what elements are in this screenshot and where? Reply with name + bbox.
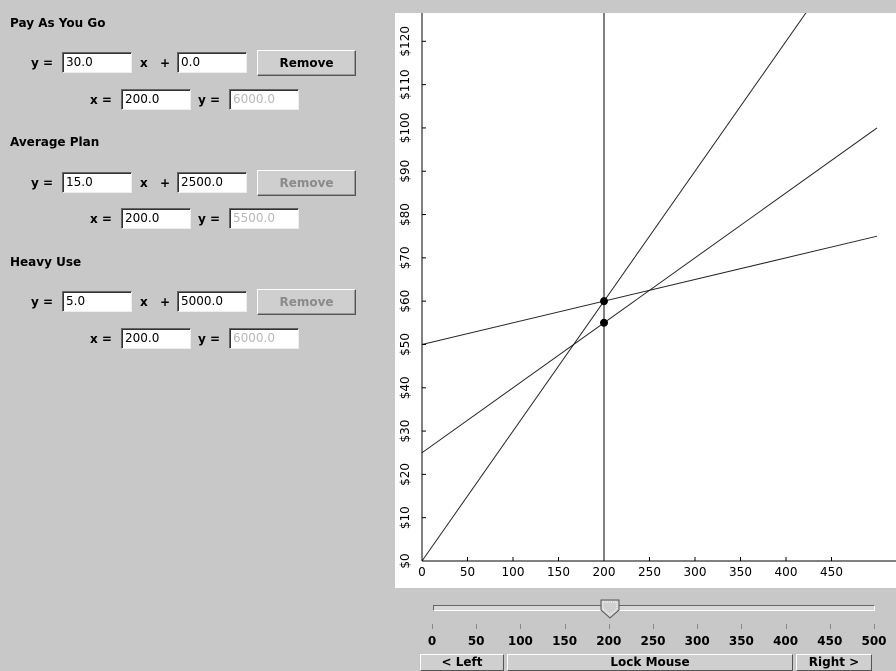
- y-tick-label: $70: [398, 246, 412, 269]
- intercept-input[interactable]: 0.0: [177, 52, 247, 73]
- x-tick-label: 350: [729, 565, 752, 579]
- intercept-input[interactable]: 5000.0: [177, 291, 247, 312]
- x-tick-label: 250: [638, 565, 661, 579]
- x-tick-label: 400: [775, 565, 798, 579]
- plus-label: +: [160, 56, 171, 70]
- y-tick-label: $30: [398, 420, 412, 443]
- slider-tick: [874, 624, 875, 629]
- plan-line: [421, 235, 878, 345]
- x-label: x: [140, 176, 148, 190]
- slider-tick-label: 200: [596, 634, 622, 648]
- slider-tick: [608, 624, 610, 629]
- x-value-input[interactable]: 200.0: [121, 328, 191, 349]
- x-tick-label: 300: [684, 565, 707, 579]
- right-button[interactable]: Right >: [796, 654, 872, 671]
- x-tick-label: 0: [418, 565, 426, 579]
- slope-input[interactable]: 15.0: [62, 172, 132, 193]
- plus-label: +: [160, 176, 171, 190]
- y-tick-label: $120: [398, 26, 412, 57]
- slider-tick-label: 350: [728, 634, 754, 648]
- slider-tick-label: 250: [640, 634, 666, 648]
- x-label: x: [140, 295, 148, 309]
- x-tick-label: 50: [460, 565, 475, 579]
- slider-tick-label: 500: [861, 634, 887, 648]
- x-equals-label: x =: [90, 332, 112, 346]
- slider-tick-label: 400: [773, 634, 799, 648]
- remove-button[interactable]: Remove: [257, 170, 356, 196]
- y-tick-label: $110: [398, 69, 412, 100]
- slider-tick: [741, 624, 743, 629]
- intercept-input[interactable]: 2500.0: [177, 172, 247, 193]
- y-equals-label: y =: [198, 212, 221, 226]
- slider-tick-label: 50: [467, 634, 485, 648]
- x-slider-thumb[interactable]: [600, 599, 620, 619]
- x-slider-track[interactable]: [433, 605, 875, 611]
- x-tick-label: 450: [820, 565, 843, 579]
- lock-mouse-button[interactable]: Lock Mouse: [507, 654, 793, 671]
- slider-tick-label: 450: [817, 634, 843, 648]
- x-tick-label: 150: [547, 565, 570, 579]
- slider-tick-label: 150: [552, 634, 578, 648]
- slider-tick: [520, 624, 522, 629]
- slider-tick: [785, 624, 787, 629]
- plan-line: [421, 13, 807, 562]
- y-tick-label: $60: [398, 290, 412, 313]
- plan-title: Average Plan: [10, 135, 100, 149]
- plan-title: Heavy Use: [10, 255, 82, 269]
- left-button[interactable]: < Left: [420, 654, 504, 671]
- x-tick-label: 100: [502, 565, 525, 579]
- y-result-field: 6000.0: [229, 328, 299, 349]
- y-tick-label: $50: [398, 333, 412, 356]
- y-tick-label: $0: [398, 553, 412, 568]
- y-equals-label: y =: [198, 93, 221, 107]
- y-tick-label: $10: [398, 506, 412, 529]
- y-equals-label: y =: [31, 295, 54, 309]
- y-tick-label: $100: [398, 113, 412, 144]
- remove-button[interactable]: Remove: [257, 50, 356, 76]
- data-point: [600, 318, 608, 327]
- x-equals-label: x =: [90, 93, 112, 107]
- y-tick-label: $80: [398, 203, 412, 226]
- remove-button[interactable]: Remove: [257, 289, 356, 315]
- y-equals-label: y =: [31, 176, 54, 190]
- slope-input[interactable]: 5.0: [62, 291, 132, 312]
- x-tick-label: 200: [593, 565, 616, 579]
- chart-background: [395, 13, 896, 588]
- y-result-field: 5500.0: [229, 208, 299, 229]
- slider-tick: [653, 624, 654, 629]
- plus-label: +: [160, 295, 171, 309]
- y-tick-label: $40: [398, 376, 412, 399]
- x-label: x: [140, 56, 148, 70]
- y-tick-label: $20: [398, 463, 412, 486]
- x-equals-label: x =: [90, 212, 112, 226]
- slope-input[interactable]: 30.0: [62, 52, 132, 73]
- y-equals-label: y =: [31, 56, 54, 70]
- y-tick-label: $90: [398, 160, 412, 183]
- slider-tick: [564, 624, 566, 629]
- cost-chart[interactable]: 0 50 100 150 200 250 300 350 400 450 $0 $10 $20 $30 $4…: [395, 13, 896, 588]
- slider-tick-label: 0: [427, 634, 437, 648]
- slider-tick-label: 100: [507, 634, 533, 648]
- data-point: [600, 297, 608, 306]
- x-value-input[interactable]: 200.0: [121, 208, 191, 229]
- slider-tick: [697, 624, 699, 629]
- slider-tick: [829, 624, 831, 629]
- x-value-input[interactable]: 200.0: [121, 89, 191, 110]
- y-result-field: 6000.0: [229, 89, 299, 110]
- plan-title: Pay As You Go: [10, 16, 106, 30]
- slider-tick-label: 300: [684, 634, 710, 648]
- y-equals-label: y =: [198, 332, 221, 346]
- slider-tick: [432, 624, 433, 629]
- slider-tick: [476, 624, 478, 629]
